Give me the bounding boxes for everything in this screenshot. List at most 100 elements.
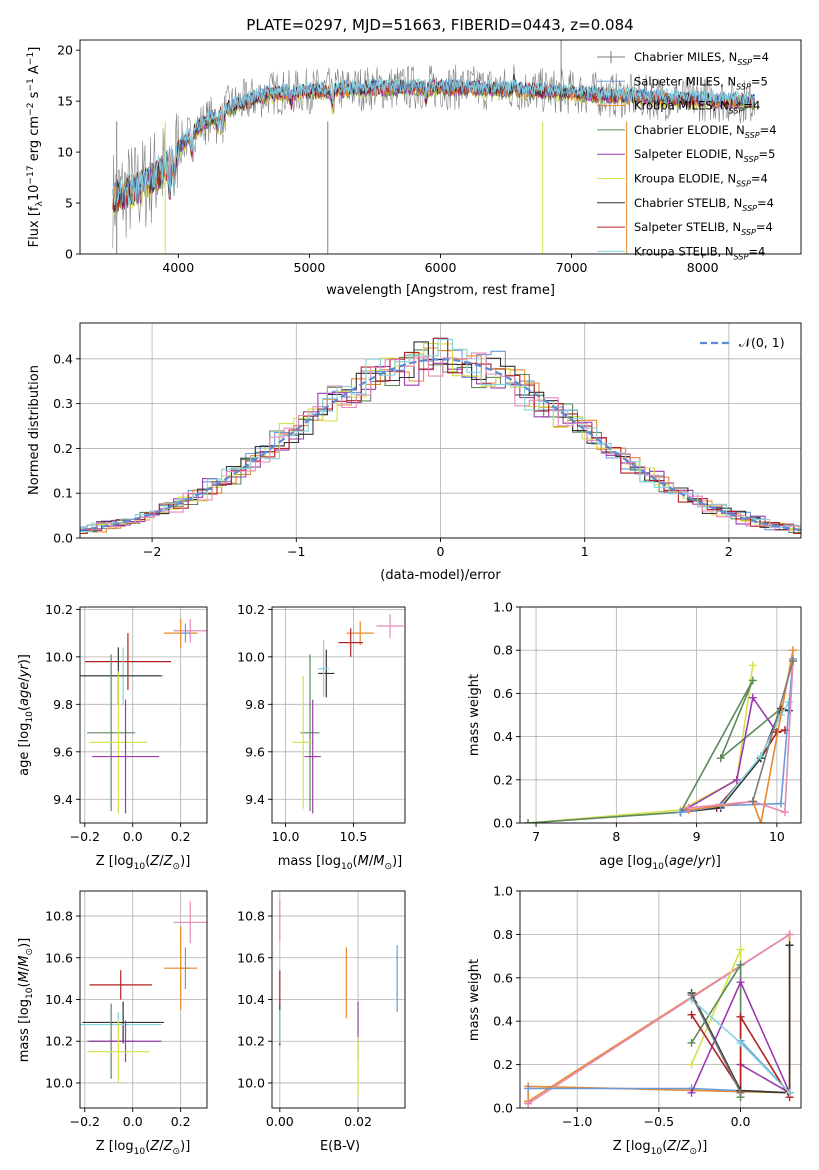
y-tick-label: 9.4 <box>53 792 73 807</box>
x-tick-label: 0 <box>437 544 445 559</box>
y-tick-label: 10.6 <box>237 950 265 965</box>
x-tick-label: 0.0 <box>123 1114 143 1129</box>
legend-label: Kroupa ELODIE, NSSP=4 <box>634 172 768 189</box>
x-axis-label: mass [log10(M/M⊙)] <box>278 854 402 872</box>
y-axis-label: Normed distribution <box>27 365 42 495</box>
x-tick-label: 5000 <box>294 260 326 275</box>
residuals-panel: −2 −1 0 1 2 0.0 0.1 0.2 0.3 0.4 𝒩(0, 1) (data-model… <box>27 322 802 583</box>
y-axis-label: Flux [fλ10−17 erg cm−2 s−1 A−1] <box>26 47 45 248</box>
x-tick-label: 0.2 <box>171 1114 191 1129</box>
weight-point <box>736 1038 745 1047</box>
weight-point <box>748 797 757 806</box>
age_vs_mass-marks <box>292 614 404 814</box>
x-tick-label: −0.2 <box>70 829 100 844</box>
y-tick-label: 10.0 <box>45 1075 73 1090</box>
y-tick-label: 0.2 <box>493 1057 513 1072</box>
y-tick-label: 0.8 <box>493 643 513 658</box>
y-tick-label: 0.0 <box>53 531 73 546</box>
weight-point <box>524 1099 533 1108</box>
x-tick-label: 10 <box>769 829 785 844</box>
y-tick-label: 0.4 <box>493 1014 513 1029</box>
weight-point <box>736 1012 745 1021</box>
x-tick-label: −2 <box>143 544 161 559</box>
x-axis-label: Z [log10(Z/Z⊙)] <box>613 1139 708 1157</box>
y-tick-label: 10.0 <box>237 649 265 664</box>
weight-point <box>524 1084 533 1093</box>
x-tick-label: 8000 <box>687 260 719 275</box>
x-tick-label: 0.00 <box>266 1114 294 1129</box>
x-tick-label: −1 <box>287 544 305 559</box>
x-tick-label: 10.0 <box>272 829 300 844</box>
legend-label: Chabrier STELIB, NSSP=4 <box>634 196 774 213</box>
weight-point <box>736 945 745 954</box>
weight-point <box>687 1088 696 1097</box>
y-tick-label: 0.4 <box>53 351 73 366</box>
weight-series <box>680 695 778 813</box>
y-axis-label: mass [log10(M/M⊙)] <box>17 938 35 1062</box>
legend-label: Salpeter MILES, NSSP=5 <box>634 74 768 91</box>
y-tick-label: 0.2 <box>493 772 513 787</box>
weight-point <box>524 819 533 823</box>
y-tick-label: 1.0 <box>493 600 513 615</box>
y-tick-label: 9.4 <box>245 792 265 807</box>
weight-point <box>687 1010 696 1019</box>
x-tick-label: 9 <box>693 829 701 844</box>
y-tick-label: 20 <box>57 43 73 58</box>
y-tick-label: 10.0 <box>237 1075 265 1090</box>
y-axis-label: mass weight <box>467 674 482 756</box>
x-axis-label: Z [log10(Z/Z⊙)] <box>96 854 191 872</box>
y-tick-label: 0.8 <box>493 927 513 942</box>
weight-series <box>688 650 794 823</box>
x-tick-label: 0.0 <box>123 829 143 844</box>
weight-point <box>756 819 765 823</box>
weight_vs_Z-marks <box>524 930 794 1108</box>
weight-point <box>748 661 757 670</box>
y-tick-label: 10.2 <box>237 602 265 617</box>
y-tick-label: 10.4 <box>45 992 73 1007</box>
legend-label: Kroupa STELIB, NSSP=4 <box>634 244 765 261</box>
y-tick-label: 10.4 <box>237 992 265 1007</box>
y-axis-label: mass weight <box>467 959 482 1041</box>
weight_vs_Z-panel: −1.0 −0.5 0.0 0.0 0.2 0.4 0.6 0.8 1.0 Z [log10(Z/… <box>467 884 802 1157</box>
weight-point <box>776 799 785 808</box>
y-tick-label: 1.0 <box>493 884 513 899</box>
legend-label: Kroupa MILES, NSSP=4 <box>634 99 760 116</box>
x-tick-label: 10.5 <box>340 829 368 844</box>
x-axis-label: wavelength [Angstrom, rest frame] <box>326 283 555 298</box>
weight-series <box>690 1014 791 1098</box>
weight-point <box>736 978 745 987</box>
age_vs_mass-panel: 10.0 10.5 9.4 9.6 9.8 10.0 10.2 mass [log10(M/M… <box>237 602 406 872</box>
weight-series <box>527 665 754 823</box>
y-tick-label: 10.2 <box>45 602 73 617</box>
y-tick-label: 15 <box>57 94 73 109</box>
weight_vs_age-panel: 7 8 9 10 0.0 0.2 0.4 0.6 0.8 1.0 age [log10(age/yr… <box>467 600 802 872</box>
legend-label: Salpeter STELIB, NSSP=4 <box>634 220 773 237</box>
weight-series <box>527 933 791 1105</box>
weight-point <box>788 657 797 665</box>
axes-frame <box>519 606 802 824</box>
y-axis-label: age [log10(age/yr)] <box>17 654 35 776</box>
weight-point <box>785 1088 794 1097</box>
legend-label: 𝒩(0, 1) <box>739 335 785 350</box>
y-tick-label: 0.6 <box>493 970 513 985</box>
weight-point <box>748 676 757 685</box>
weight-point <box>780 808 789 817</box>
legend-label: Chabrier MILES, NSSP=4 <box>634 50 769 67</box>
x-tick-label: 0.2 <box>171 829 191 844</box>
y-tick-label: 10.6 <box>45 950 73 965</box>
histogram-series <box>82 349 801 534</box>
weight-series <box>688 660 794 814</box>
x-tick-label: −1.0 <box>562 1114 592 1129</box>
y-tick-label: 9.8 <box>53 697 73 712</box>
x-tick-label: 2 <box>725 544 733 559</box>
weight-point <box>716 754 725 763</box>
x-tick-label: 6000 <box>425 260 457 275</box>
histogram-series <box>82 352 801 531</box>
mass_vs_ebv-marks <box>279 899 398 1096</box>
x-axis-label: E(B-V) <box>320 1139 360 1154</box>
weight-point <box>676 808 685 817</box>
y-tick-label: 0.3 <box>53 396 73 411</box>
y-tick-label: 0.0 <box>493 1101 513 1116</box>
residuals-marks <box>80 337 801 535</box>
